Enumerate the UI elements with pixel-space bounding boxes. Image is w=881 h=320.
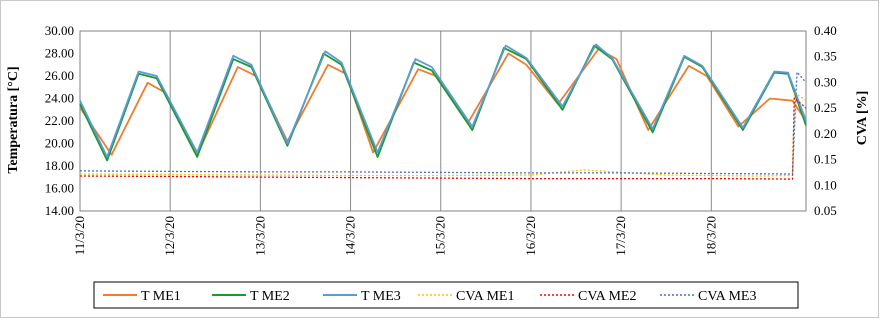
y-tick-label: 26.00 [45, 68, 74, 83]
y2-tick-label: 0.30 [814, 74, 837, 89]
x-tick-label: 11/3/20 [72, 216, 87, 255]
x-tick-label: 12/3/20 [162, 216, 177, 256]
series-line-t-me2 [79, 44, 807, 162]
x-tick-label: 13/3/20 [252, 216, 267, 256]
legend-label: T ME3 [361, 289, 401, 304]
y2-tick-label: 0.20 [814, 126, 837, 141]
y-tick-label: 20.00 [45, 136, 74, 151]
x-tick-label: 16/3/20 [523, 216, 538, 256]
legend-label: T ME1 [141, 289, 181, 304]
y2-tick-label: 0.25 [814, 100, 837, 115]
y2-tick-label: 0.40 [814, 23, 837, 38]
y2-tick-label: 0.10 [814, 177, 837, 192]
y2-tick-label: 0.15 [814, 152, 837, 167]
y-tick-label: 28.00 [45, 46, 74, 61]
x-tick-label: 15/3/20 [433, 216, 448, 256]
x-tick-label: 17/3/20 [613, 216, 628, 256]
y-tick-label: 30.00 [45, 23, 74, 38]
y2-tick-label: 0.35 [814, 49, 837, 64]
y-axis-label: Temperatura [°C] [6, 66, 21, 173]
y-tick-label: 14.00 [45, 203, 74, 218]
y-axis-ticks: 14.00 16.00 18.00 20.00 22.00 24.00 26.00 28.00… [45, 23, 74, 218]
y-tick-label: 16.00 [45, 181, 74, 196]
legend-label: T ME2 [250, 289, 290, 304]
x-tick-label: 14/3/20 [343, 216, 358, 256]
series-lines [79, 43, 807, 180]
x-tick-label: 18/3/20 [703, 216, 718, 256]
x-axis-ticks: 11/3/20 12/3/20 13/3/20 14/3/20 15/3/20 16/3/… [72, 216, 718, 256]
series-line-cva-me1 [79, 92, 807, 177]
legend-items: T ME1 T ME2 T ME3 CVA ME1 CVA ME2 CVA ME3 [103, 289, 756, 304]
plot-area [79, 30, 807, 212]
y2-tick-label: 0.05 [814, 203, 837, 218]
series-line-t-me3 [79, 43, 807, 158]
y-tick-label: 22.00 [45, 113, 74, 128]
legend-label: CVA ME2 [578, 289, 636, 304]
y2-axis-label: CVA [%] [855, 91, 870, 146]
y-tick-label: 18.00 [45, 158, 74, 173]
legend-label: CVA ME3 [698, 289, 756, 304]
y-tick-label: 24.00 [45, 91, 74, 106]
y2-axis-ticks: 0.05 0.10 0.15 0.20 0.25 0.30 0.35 0.40 [814, 23, 837, 218]
gridlines [169, 31, 712, 211]
legend-label: CVA ME1 [456, 289, 514, 304]
